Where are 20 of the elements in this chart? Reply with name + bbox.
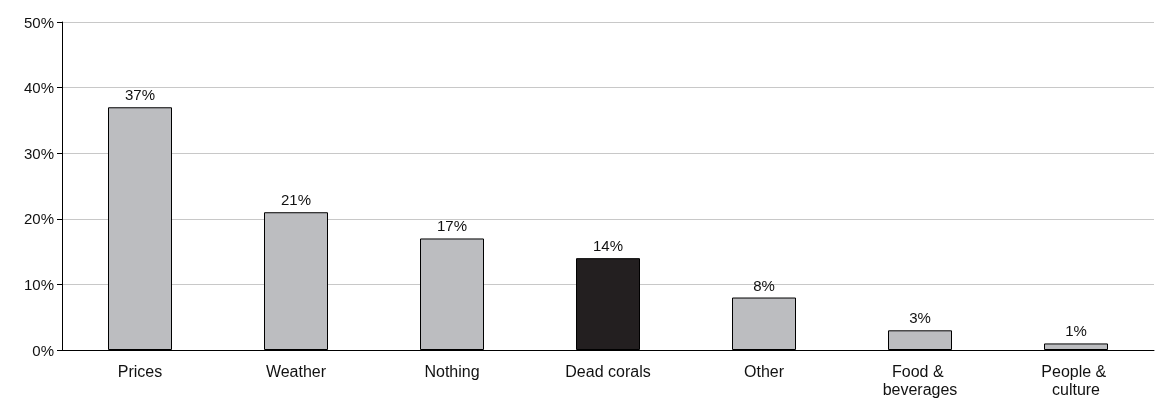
- x-tick-label: Prices: [117, 362, 163, 380]
- data-label: 17%: [436, 217, 468, 235]
- data-label: 8%: [753, 276, 775, 294]
- y-tick-label: 10%: [23, 275, 54, 293]
- data-label: 37%: [124, 86, 156, 104]
- y-tick-label: 20%: [23, 210, 54, 228]
- x-tick-label: Nothing: [424, 362, 480, 380]
- data-label: 3%: [909, 309, 931, 327]
- data-label: 21%: [280, 191, 312, 209]
- x-tick-label: Other: [743, 362, 785, 380]
- data-label: 1%: [1065, 322, 1087, 340]
- x-tick-label: Weather: [265, 362, 327, 380]
- x-tick-label: Food & beverages: [882, 362, 958, 398]
- data-label: 14%: [592, 237, 624, 255]
- x-tick-label: Dead corals: [565, 362, 651, 380]
- y-tick-label: 0%: [32, 341, 54, 359]
- y-tick-label: 30%: [23, 144, 54, 162]
- x-tick-label: People & culture: [1041, 362, 1111, 398]
- y-tick-label: 50%: [23, 13, 54, 31]
- y-tick-label: 40%: [23, 79, 54, 97]
